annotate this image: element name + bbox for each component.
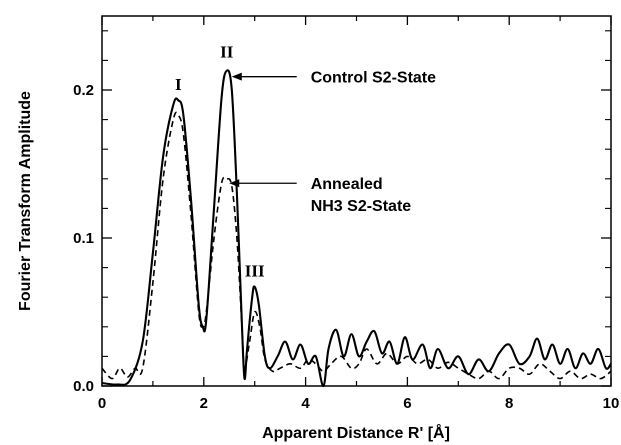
x-tick-label: 6 xyxy=(403,395,411,412)
x-axis-label: Apparent Distance R' [Å] xyxy=(262,423,450,442)
y-tick-label: 0.1 xyxy=(73,230,94,247)
annotation-text: Annealed xyxy=(311,176,383,193)
y-axis-label: Fourier Transform Amplitude xyxy=(17,91,34,311)
y-tick-label: 0.0 xyxy=(73,378,94,395)
peak-label: II xyxy=(220,42,234,61)
annealed-nh3-series-line xyxy=(101,111,612,380)
x-tick-label: 10 xyxy=(603,395,620,412)
annotation-text: Control S2-State xyxy=(311,70,436,87)
series-layer xyxy=(101,69,612,388)
annotation-text: NH3 S2-State xyxy=(311,198,412,215)
control-series-line xyxy=(101,69,612,388)
peak-label: I xyxy=(175,75,182,94)
axis-ticks xyxy=(101,16,612,387)
y-tick-label: 0.2 xyxy=(73,82,94,99)
annotations: Control S2-State Annealed NH3 S2-State xyxy=(229,70,436,215)
x-tick-label: 0 xyxy=(98,395,106,412)
peak-label: III xyxy=(245,261,265,280)
x-tick-label: 2 xyxy=(200,395,208,412)
annotation-arrowhead xyxy=(229,179,240,188)
x-tick-label: 4 xyxy=(301,395,310,412)
annotation-arrowhead xyxy=(231,72,242,81)
x-tick-label: 8 xyxy=(505,395,513,412)
tick-labels: 0 2 4 6 8 10 0.0 0.1 0.2 xyxy=(73,82,619,412)
